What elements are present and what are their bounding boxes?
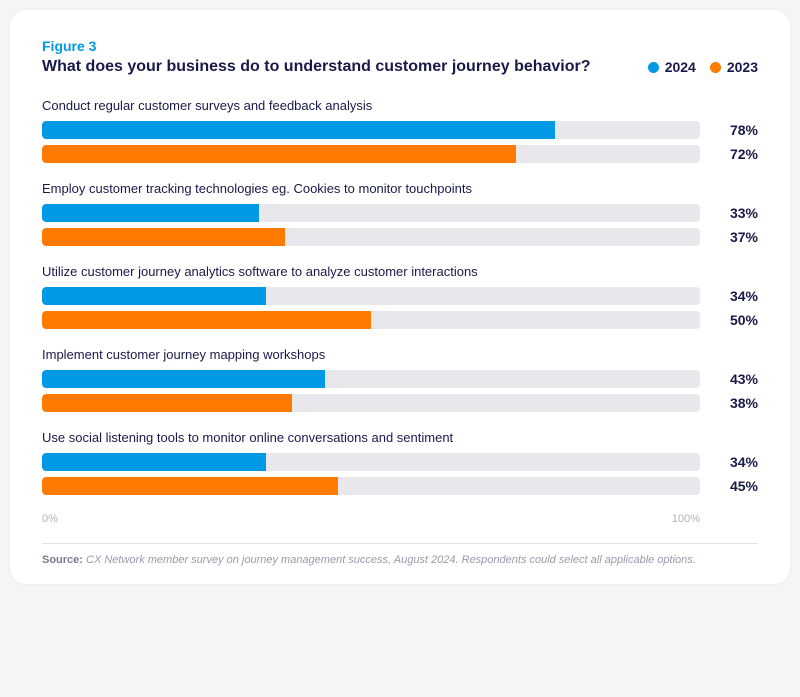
category-label: Employ customer tracking technologies eg… — [42, 181, 758, 196]
bar-track — [42, 477, 700, 495]
chart-category: Implement customer journey mapping works… — [42, 347, 758, 412]
legend-label: 2024 — [665, 59, 696, 75]
axis-max: 100% — [672, 513, 700, 525]
chart-category: Use social listening tools to monitor on… — [42, 430, 758, 495]
bar-track — [42, 228, 700, 246]
bar-fill — [42, 228, 285, 246]
chart-card: Figure 3 What does your business do to u… — [10, 10, 790, 584]
bar-row: 45% — [42, 477, 758, 495]
bar-track — [42, 121, 700, 139]
chart-title: What does your business do to understand… — [42, 58, 591, 76]
source-line: Source: CX Network member survey on jour… — [42, 554, 758, 566]
bar-track — [42, 145, 700, 163]
bar-fill — [42, 311, 371, 329]
chart-category: Conduct regular customer surveys and fee… — [42, 98, 758, 163]
bar-value: 50% — [714, 312, 758, 328]
bar-row: 43% — [42, 370, 758, 388]
bar-value: 33% — [714, 205, 758, 221]
bar-fill — [42, 394, 292, 412]
figure-label: Figure 3 — [42, 38, 758, 54]
category-label: Utilize customer journey analytics softw… — [42, 264, 758, 279]
legend-item: 2024 — [648, 59, 696, 75]
bar-track — [42, 204, 700, 222]
axis-min: 0% — [42, 513, 58, 525]
legend-item: 2023 — [710, 59, 758, 75]
bar-value: 37% — [714, 229, 758, 245]
bar-value: 45% — [714, 478, 758, 494]
bar-value: 34% — [714, 454, 758, 470]
category-label: Conduct regular customer surveys and fee… — [42, 98, 758, 113]
bar-track — [42, 453, 700, 471]
legend: 2024 2023 — [648, 59, 758, 75]
category-label: Use social listening tools to monitor on… — [42, 430, 758, 445]
source-prefix: Source: — [42, 554, 83, 566]
bar-fill — [42, 370, 325, 388]
bar-value: 78% — [714, 122, 758, 138]
bar-row: 34% — [42, 287, 758, 305]
bar-value: 34% — [714, 288, 758, 304]
chart-category: Utilize customer journey analytics softw… — [42, 264, 758, 329]
bar-value: 72% — [714, 146, 758, 162]
bar-fill — [42, 453, 266, 471]
bar-value: 38% — [714, 395, 758, 411]
bar-row: 34% — [42, 453, 758, 471]
bar-row: 72% — [42, 145, 758, 163]
bar-row: 78% — [42, 121, 758, 139]
chart-category: Employ customer tracking technologies eg… — [42, 181, 758, 246]
bar-row: 37% — [42, 228, 758, 246]
bar-row: 38% — [42, 394, 758, 412]
bar-fill — [42, 121, 555, 139]
bar-fill — [42, 145, 516, 163]
bar-value: 43% — [714, 371, 758, 387]
chart-body: Conduct regular customer surveys and fee… — [42, 98, 758, 495]
bar-fill — [42, 204, 259, 222]
bar-track — [42, 370, 700, 388]
bar-fill — [42, 287, 266, 305]
bar-fill — [42, 477, 338, 495]
title-row: What does your business do to understand… — [42, 58, 758, 76]
bar-track — [42, 287, 700, 305]
legend-label: 2023 — [727, 59, 758, 75]
legend-dot — [710, 62, 721, 73]
category-label: Implement customer journey mapping works… — [42, 347, 758, 362]
source-text: CX Network member survey on journey mana… — [83, 554, 696, 566]
bar-row: 50% — [42, 311, 758, 329]
bar-row: 33% — [42, 204, 758, 222]
divider — [42, 543, 758, 544]
x-axis: 0% 100% — [42, 513, 758, 525]
bar-track — [42, 394, 700, 412]
legend-dot — [648, 62, 659, 73]
bar-track — [42, 311, 700, 329]
